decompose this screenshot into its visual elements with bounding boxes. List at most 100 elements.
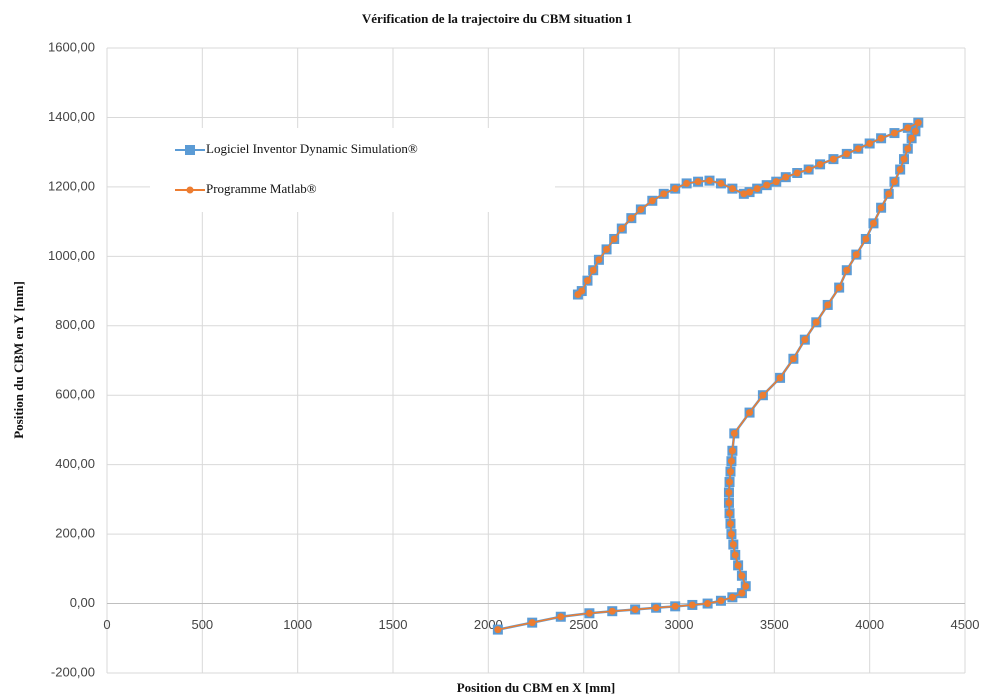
marker <box>911 127 919 135</box>
marker <box>595 256 603 264</box>
x-tick-label: 1500 <box>379 617 408 632</box>
marker <box>843 150 851 158</box>
marker <box>494 626 502 634</box>
marker <box>728 593 736 601</box>
marker <box>694 178 702 186</box>
legend-marker <box>185 145 195 155</box>
x-tick-label: 0 <box>103 617 110 632</box>
marker <box>753 185 761 193</box>
marker <box>829 155 837 163</box>
x-tick-label: 2500 <box>569 617 598 632</box>
y-axis-label: Position du CBM en Y [mm] <box>11 281 26 439</box>
marker <box>608 607 616 615</box>
marker <box>816 160 824 168</box>
y-tick-label: 1000,00 <box>48 248 95 263</box>
marker <box>583 277 591 285</box>
marker <box>746 409 754 417</box>
marker <box>603 245 611 253</box>
marker <box>585 609 593 617</box>
marker <box>914 119 922 127</box>
marker <box>704 600 712 608</box>
marker <box>725 499 733 507</box>
marker <box>843 266 851 274</box>
marker <box>618 225 626 233</box>
marker <box>734 561 742 569</box>
marker <box>717 597 725 605</box>
marker <box>763 181 771 189</box>
marker <box>730 429 738 437</box>
y-tick-label: 200,00 <box>55 526 95 541</box>
marker <box>852 251 860 259</box>
marker <box>782 173 790 181</box>
y-tick-label: 800,00 <box>55 317 95 332</box>
marker <box>890 129 898 137</box>
marker <box>627 214 635 222</box>
marker <box>728 447 736 455</box>
marker <box>742 582 750 590</box>
marker <box>805 166 813 174</box>
marker <box>729 541 737 549</box>
marker <box>896 166 904 174</box>
marker <box>869 219 877 227</box>
marker <box>706 177 714 185</box>
x-tick-label: 1000 <box>283 617 312 632</box>
x-axis-label: Position du CBM en X [mm] <box>457 680 616 695</box>
marker <box>854 145 862 153</box>
marker <box>574 291 582 299</box>
y-tick-label: 0,00 <box>70 595 95 610</box>
marker <box>738 589 746 597</box>
marker <box>776 374 784 382</box>
marker <box>740 190 748 198</box>
marker <box>904 145 912 153</box>
marker <box>683 179 691 187</box>
marker <box>772 178 780 186</box>
marker <box>835 284 843 292</box>
marker <box>727 457 735 465</box>
marker <box>610 235 618 243</box>
marker <box>648 197 656 205</box>
marker <box>637 205 645 213</box>
x-tick-label: 3000 <box>665 617 694 632</box>
marker <box>801 336 809 344</box>
y-tick-label: 600,00 <box>55 387 95 402</box>
marker <box>877 204 885 212</box>
marker <box>660 190 668 198</box>
marker <box>688 601 696 609</box>
series-line <box>497 121 920 631</box>
marker <box>671 602 679 610</box>
chart-title: Vérification de la trajectoire du CBM si… <box>362 11 632 26</box>
marker <box>812 318 820 326</box>
marker <box>824 301 832 309</box>
legend-box <box>150 128 555 212</box>
y-tick-label: 1400,00 <box>48 109 95 124</box>
y-tick-label: 1600,00 <box>48 39 95 54</box>
x-tick-label: 4000 <box>855 617 884 632</box>
marker <box>738 572 746 580</box>
marker <box>890 178 898 186</box>
legend-marker <box>186 186 194 194</box>
marker <box>631 605 639 613</box>
x-tick-label: 500 <box>191 617 213 632</box>
legend-label: Programme Matlab® <box>206 181 317 196</box>
y-tick-label: 1200,00 <box>48 178 95 193</box>
marker <box>759 391 767 399</box>
marker <box>557 613 565 621</box>
marker <box>789 355 797 363</box>
marker <box>528 619 536 627</box>
marker <box>908 134 916 142</box>
x-tick-label: 3500 <box>760 617 789 632</box>
marker <box>652 604 660 612</box>
marker <box>904 124 912 132</box>
marker <box>728 185 736 193</box>
marker <box>727 530 735 538</box>
marker <box>862 235 870 243</box>
marker <box>589 266 597 274</box>
marker <box>877 134 885 142</box>
y-tick-label: 400,00 <box>55 456 95 471</box>
marker <box>731 551 739 559</box>
marker <box>726 478 734 486</box>
marker <box>717 179 725 187</box>
marker <box>726 520 734 528</box>
